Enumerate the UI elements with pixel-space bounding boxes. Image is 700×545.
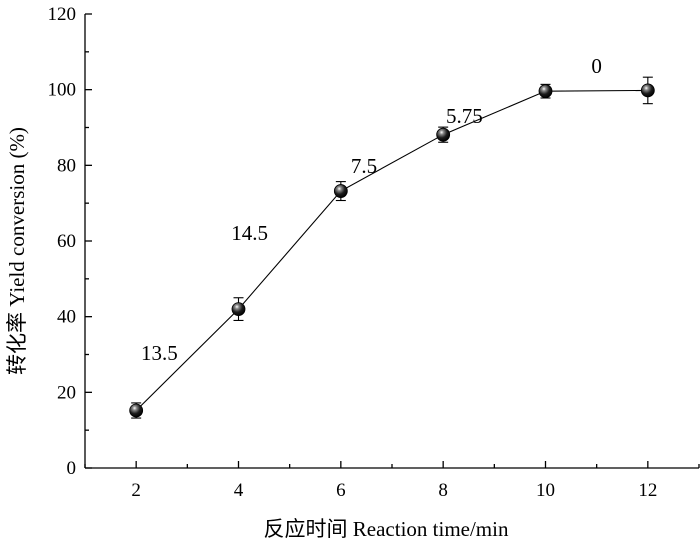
y-tick-label: 60	[57, 231, 76, 252]
segment-rate-label: 0	[591, 54, 602, 78]
data-point-marker	[436, 127, 451, 142]
y-tick-label: 0	[67, 458, 77, 479]
x-tick-label: 2	[131, 480, 141, 501]
segment-rate-label: 14.5	[231, 221, 268, 245]
x-axis-title: 反应时间 Reaction time/min	[264, 517, 509, 541]
data-point-marker	[231, 302, 246, 317]
series-line	[135, 89, 648, 411]
data-point-marker	[333, 184, 348, 198]
x-tick-label: 6	[336, 480, 346, 501]
data-point-marker	[538, 84, 553, 99]
x-tick-label: 4	[234, 480, 244, 501]
data-point-marker	[640, 83, 655, 98]
y-tick-label: 100	[48, 80, 77, 101]
segment-rate-label: 5.75	[446, 104, 483, 128]
data-point-marker	[129, 403, 144, 418]
segment-rate-label: 7.5	[351, 154, 377, 178]
segment-rate-label: 13.5	[141, 341, 178, 365]
y-tick-label: 120	[48, 4, 77, 25]
x-tick-label: 8	[438, 480, 448, 501]
y-tick-label: 20	[57, 382, 76, 403]
y-axis-title: 转化率 Yield conversion (%)	[5, 127, 29, 375]
y-tick-label: 40	[57, 307, 76, 328]
y-tick-label: 80	[57, 155, 76, 176]
x-tick-label: 12	[638, 480, 657, 501]
x-tick-label: 10	[536, 480, 555, 501]
